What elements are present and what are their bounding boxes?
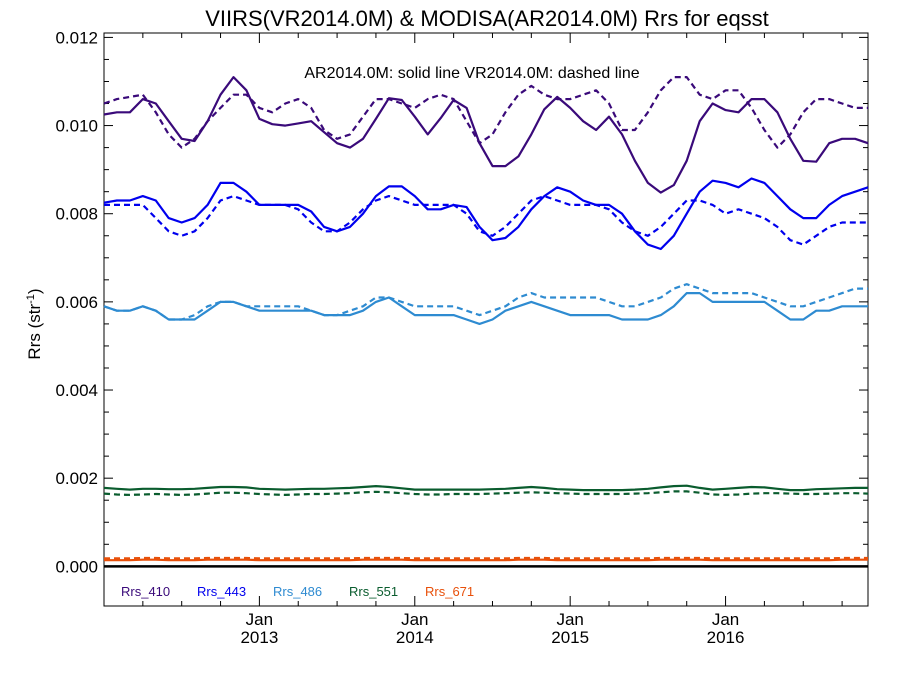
y-tick-label: 0.012 <box>55 28 98 47</box>
x-tick-label-year: 2014 <box>396 628 434 647</box>
y-tick-label: 0.002 <box>55 469 98 488</box>
series-line-rrs-443-solid <box>103 177 869 251</box>
legend-item-rrs-486: Rrs_486 <box>273 584 322 599</box>
y-tick-label: 0.008 <box>55 205 98 224</box>
series-line-rrs-486-solid <box>103 292 868 325</box>
legend-item-rrs-671: Rrs_671 <box>425 584 474 599</box>
line-style-annotation: AR2014.0M: solid line VR2014.0M: dashed … <box>304 65 639 82</box>
plot-frame <box>103 32 869 607</box>
x-tick-label-month: Jan <box>401 610 428 629</box>
x-tick-label-year: 2015 <box>551 628 589 647</box>
x-tick-label-month: Jan <box>556 610 583 629</box>
series-line-rrs-410-solid <box>103 75 869 194</box>
y-tick-label: 0.000 <box>55 557 98 576</box>
series-line-rrs-443-dashed <box>104 195 868 246</box>
y-tick-label: 0.004 <box>55 381 98 400</box>
y-tick-label: 0.006 <box>55 293 98 312</box>
legend-item-rrs-410: Rrs_410 <box>121 584 170 599</box>
series-line-rrs-551-solid <box>103 484 868 492</box>
plot-area: 0.0000.0020.0040.0060.0080.0100.012Jan20… <box>55 28 869 647</box>
y-axis-label: Rrs (str-1) <box>25 288 44 359</box>
y-axis-label-superscript: -1 <box>25 294 37 304</box>
x-tick-label-month: Jan <box>712 610 739 629</box>
x-tick-label-year: 2013 <box>240 628 278 647</box>
series-line-rrs-671-solid <box>104 558 868 562</box>
y-axis-label-main: Rrs (str <box>25 304 44 360</box>
x-tick-label-year: 2016 <box>707 628 745 647</box>
y-tick-label: 0.010 <box>55 117 98 136</box>
chart-title: VIIRS(VR2014.0M) & MODISA(AR2014.0M) Rrs… <box>205 6 769 31</box>
series-line-rrs-551-dashed <box>103 490 869 496</box>
y-axis-label-close: ) <box>25 288 44 294</box>
series-line-rrs-410-dashed <box>103 75 868 149</box>
x-tick-label-month: Jan <box>246 610 273 629</box>
legend-item-rrs-443: Rrs_443 <box>197 584 246 599</box>
series-line-rrs-486-dashed <box>103 283 868 321</box>
legend-item-rrs-551: Rrs_551 <box>349 584 398 599</box>
